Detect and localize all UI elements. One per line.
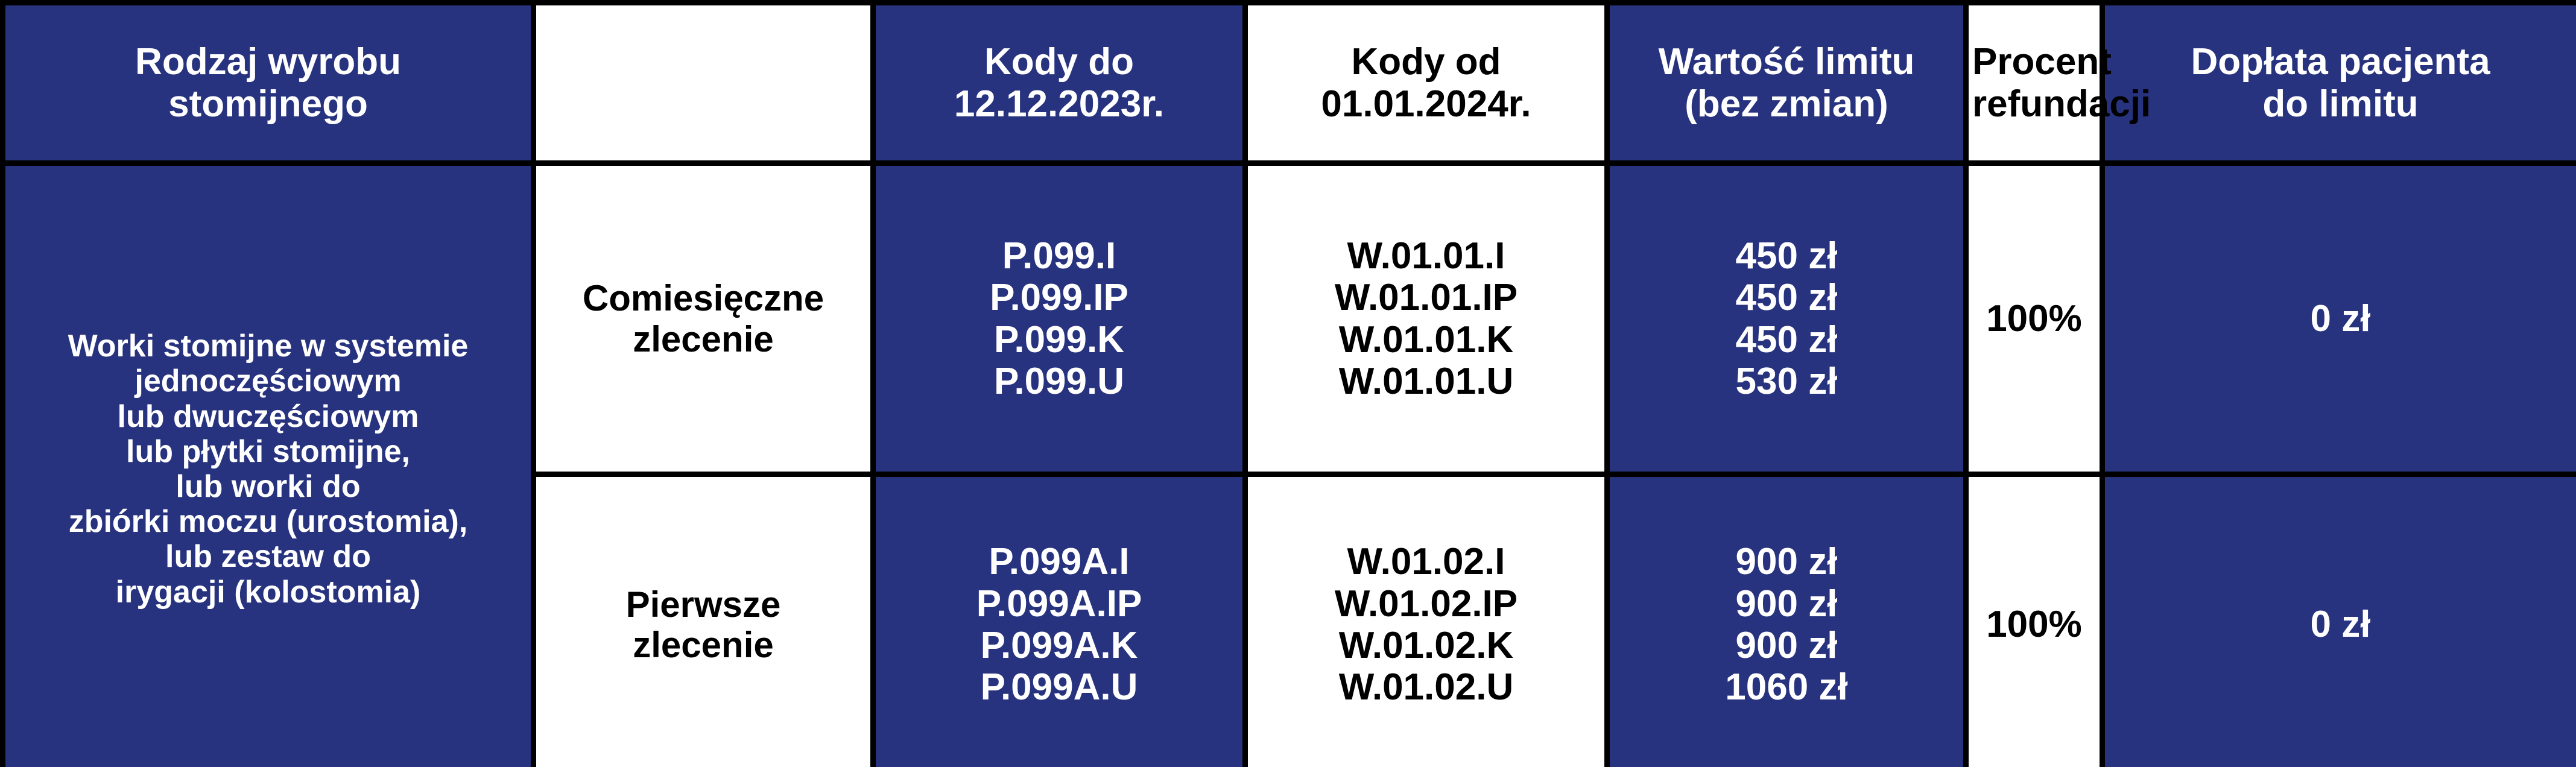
code-new: W.01.02.K [1338,625,1514,666]
limit-value: 900 zł [1735,582,1838,625]
product-description-line: Worki stomijne w systemie [68,329,469,364]
header-codes-old: Kody do 12.12.2023r. [870,0,1248,166]
product-description-line: jednoczęściowym [134,364,402,399]
header-product-type-line2: stomijnego [168,83,368,125]
cell-order-type-first: Pierwsze zlecenie [531,472,876,767]
limit-value: 900 zł [1735,541,1838,583]
header-refund-percent-line2: refundacji [1972,83,2151,125]
code-old: P.099A.I [989,541,1130,583]
limit-value: 450 zł [1735,277,1838,319]
code-new: W.01.02.I [1347,541,1505,583]
product-description-line: lub dwuczęściowym [117,399,419,434]
cell-codes-new-row1: W.01.01.I W.01.01.IP W.01.01.K W.01.01.U [1242,160,1610,477]
header-order-type [531,0,876,166]
code-old: P.099.IP [990,277,1128,319]
header-codes-new-line2: 01.01.2024r. [1321,83,1531,125]
table-row: Pierwsze zlecenie P.099A.I P.099A.IP P.0… [3,472,2576,767]
order-type-line: Pierwsze [625,584,781,625]
header-codes-old-line2: 12.12.2023r. [954,83,1165,125]
header-product-type-line1: Rodzaj wyrobu [135,41,401,83]
cell-codes-old-row1: P.099.I P.099.IP P.099.K P.099.U [870,160,1248,477]
cell-patient-copay-row2: 0 zł [2100,472,2576,767]
header-patient-copay-line1: Dopłata pacjenta [2191,41,2490,83]
order-type-line: Comiesięczne [582,278,824,319]
cell-product-description: Worki stomijne w systemie jednoczęściowy… [0,160,536,767]
header-limit-value: Wartość limitu (bez zmian) [1604,0,1969,166]
product-description-line: lub worki do [176,469,361,504]
code-new: W.01.02.IP [1334,582,1518,625]
header-codes-new: Kody od 01.01.2024r. [1242,0,1610,166]
code-new: W.01.01.K [1338,318,1514,361]
order-type-line: zlecenie [633,318,774,359]
header-limit-value-line1: Wartość limitu [1658,41,1915,83]
cell-codes-old-row2: P.099A.I P.099A.IP P.099A.K P.099A.U [870,472,1248,767]
limit-value: 450 zł [1735,235,1838,277]
header-product-type: Rodzaj wyrobu stomijnego [0,0,536,166]
header-patient-copay: Dopłata pacjenta do limitu [2100,0,2576,166]
code-old: P.099A.IP [976,582,1142,625]
product-description-line: irygacji (kolostomia) [115,574,421,610]
order-type-line: zlecenie [633,625,774,665]
table-row: Worki stomijne w systemie jednoczęściowy… [0,160,2576,767]
code-new: W.01.01.I [1347,235,1505,277]
code-new: W.01.02.U [1338,666,1514,709]
cell-codes-new-row2: W.01.02.I W.01.02.IP W.01.02.K W.01.02.U [1242,472,1610,767]
cell-refund-percent-row1: 100% [1963,160,2105,477]
header-refund-percent: Procent refundacji [1963,0,2151,166]
code-new: W.01.01.IP [1334,277,1518,319]
code-old: P.099.K [993,318,1125,361]
header-codes-new-line1: Kody od [1351,41,1501,83]
cell-order-type-monthly: Comiesięczne zlecenie [531,160,876,477]
header-patient-copay-line2: do limitu [2262,83,2419,125]
code-new: W.01.01.U [1338,360,1514,402]
header-limit-value-line2: (bez zmian) [1685,83,1888,125]
cell-limit-row2: 900 zł 900 zł 900 zł 1060 zł [1604,472,1969,767]
limit-value: 530 zł [1735,360,1838,402]
table-header-row: Rodzaj wyrobu stomijnego Kody do 12.12.2… [0,0,2576,166]
code-old: P.099A.K [980,625,1138,666]
cell-refund-percent-row2: 100% [1963,472,2105,767]
code-old: P.099A.U [980,666,1138,709]
header-codes-old-line1: Kody do [984,41,1134,83]
code-old: P.099.I [1002,235,1116,277]
header-refund-percent-line1: Procent [1972,41,2112,83]
code-old: P.099.U [993,360,1125,402]
product-description-line: lub płytki stomijne, [126,434,410,469]
cell-limit-row1: 450 zł 450 zł 450 zł 530 zł [1604,160,1969,477]
limit-value: 1060 zł [1725,666,1848,709]
product-description-line: zbiórki moczu (urostomia), [68,504,468,540]
cell-patient-copay-row1: 0 zł [2100,160,2576,477]
limit-value: 450 zł [1735,318,1838,361]
product-description-line: lub zestaw do [165,539,371,575]
limit-value: 900 zł [1735,625,1838,666]
